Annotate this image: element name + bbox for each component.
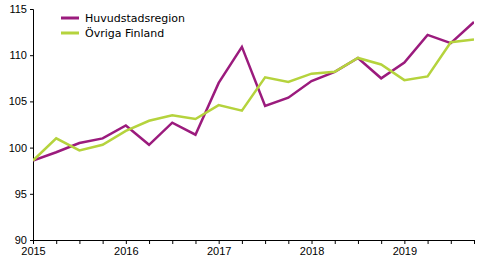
- x-tick-mark: [358, 240, 359, 244]
- y-axis-line: [30, 10, 34, 241]
- x-tick-mark: [265, 240, 266, 244]
- x-axis: 2015 2016 2017 2018 2019: [21, 240, 474, 257]
- y-tick: 95: [15, 188, 33, 200]
- x-tick-mark: [33, 240, 34, 244]
- y-tick-mark: [30, 148, 33, 149]
- x-tick-mark: [381, 240, 382, 244]
- x-tick-mark: [126, 240, 127, 244]
- x-tick-mark: [219, 240, 220, 244]
- x-tick: [335, 240, 336, 244]
- x-tick-mark: [195, 240, 196, 244]
- x-tick-mark: [56, 240, 57, 244]
- x-tick-mark: [288, 240, 289, 244]
- x-tick-mark: [312, 240, 313, 244]
- x-tick-label: 2016: [114, 245, 138, 257]
- x-tick: 2017: [207, 240, 231, 257]
- x-tick-mark: [428, 240, 429, 244]
- x-tick-mark: [404, 240, 405, 244]
- x-tick: [172, 240, 173, 244]
- legend-swatch: [61, 17, 79, 20]
- chart: 909510010511011520152016201720182019Huvu…: [0, 0, 494, 265]
- x-tick: [242, 240, 243, 244]
- series-line: [33, 39, 474, 160]
- legend-swatch: [61, 32, 79, 35]
- legend: Huvudstadsregion Övriga Finland: [61, 12, 185, 40]
- y-tick-mark: [30, 194, 33, 195]
- x-tick: [381, 240, 382, 244]
- y-tick-label: 100: [9, 142, 27, 154]
- x-tick: [265, 240, 266, 244]
- x-tick-mark: [451, 240, 452, 244]
- y-tick-mark: [30, 55, 33, 56]
- x-tick: [149, 240, 150, 244]
- x-tick: [358, 240, 359, 244]
- x-tick-label: 2015: [21, 245, 45, 257]
- x-tick: [474, 240, 475, 244]
- y-tick-mark: [30, 9, 33, 10]
- legend-label: Huvudstadsregion: [85, 12, 185, 25]
- x-tick: [288, 240, 289, 244]
- x-tick: [79, 240, 80, 244]
- x-tick-mark: [149, 240, 150, 244]
- x-tick: [451, 240, 452, 244]
- x-tick-mark: [172, 240, 173, 244]
- x-tick-mark: [335, 240, 336, 244]
- x-tick: 2016: [114, 240, 138, 257]
- y-tick: 105: [9, 95, 33, 107]
- x-tick-mark: [79, 240, 80, 244]
- y-tick-mark: [30, 240, 33, 241]
- x-tick: [103, 240, 104, 244]
- x-tick: 2015: [21, 240, 45, 257]
- y-tick: 110: [9, 49, 33, 61]
- x-tick-label: 2019: [393, 245, 417, 257]
- x-tick-label: 2017: [207, 245, 231, 257]
- x-tick-mark: [474, 240, 475, 244]
- series-line: [33, 22, 474, 161]
- x-axis-line: [34, 241, 475, 245]
- y-axis: 9095100105110115: [9, 3, 34, 246]
- x-tick: [56, 240, 57, 244]
- y-tick: 115: [9, 3, 33, 15]
- y-tick: 100: [9, 142, 33, 154]
- x-tick-mark: [103, 240, 104, 244]
- y-tick-label: 105: [9, 95, 27, 107]
- x-tick: 2019: [393, 240, 417, 257]
- x-tick: [195, 240, 196, 244]
- y-tick-label: 95: [15, 188, 27, 200]
- x-tick: 2018: [300, 240, 324, 257]
- x-tick: [428, 240, 429, 244]
- x-tick-label: 2018: [300, 245, 324, 257]
- y-tick-label: 115: [9, 3, 27, 15]
- legend-label: Övriga Finland: [85, 27, 164, 40]
- y-tick-label: 110: [9, 49, 27, 61]
- y-tick-mark: [30, 101, 33, 102]
- plot-area: [33, 22, 474, 161]
- x-tick-mark: [242, 240, 243, 244]
